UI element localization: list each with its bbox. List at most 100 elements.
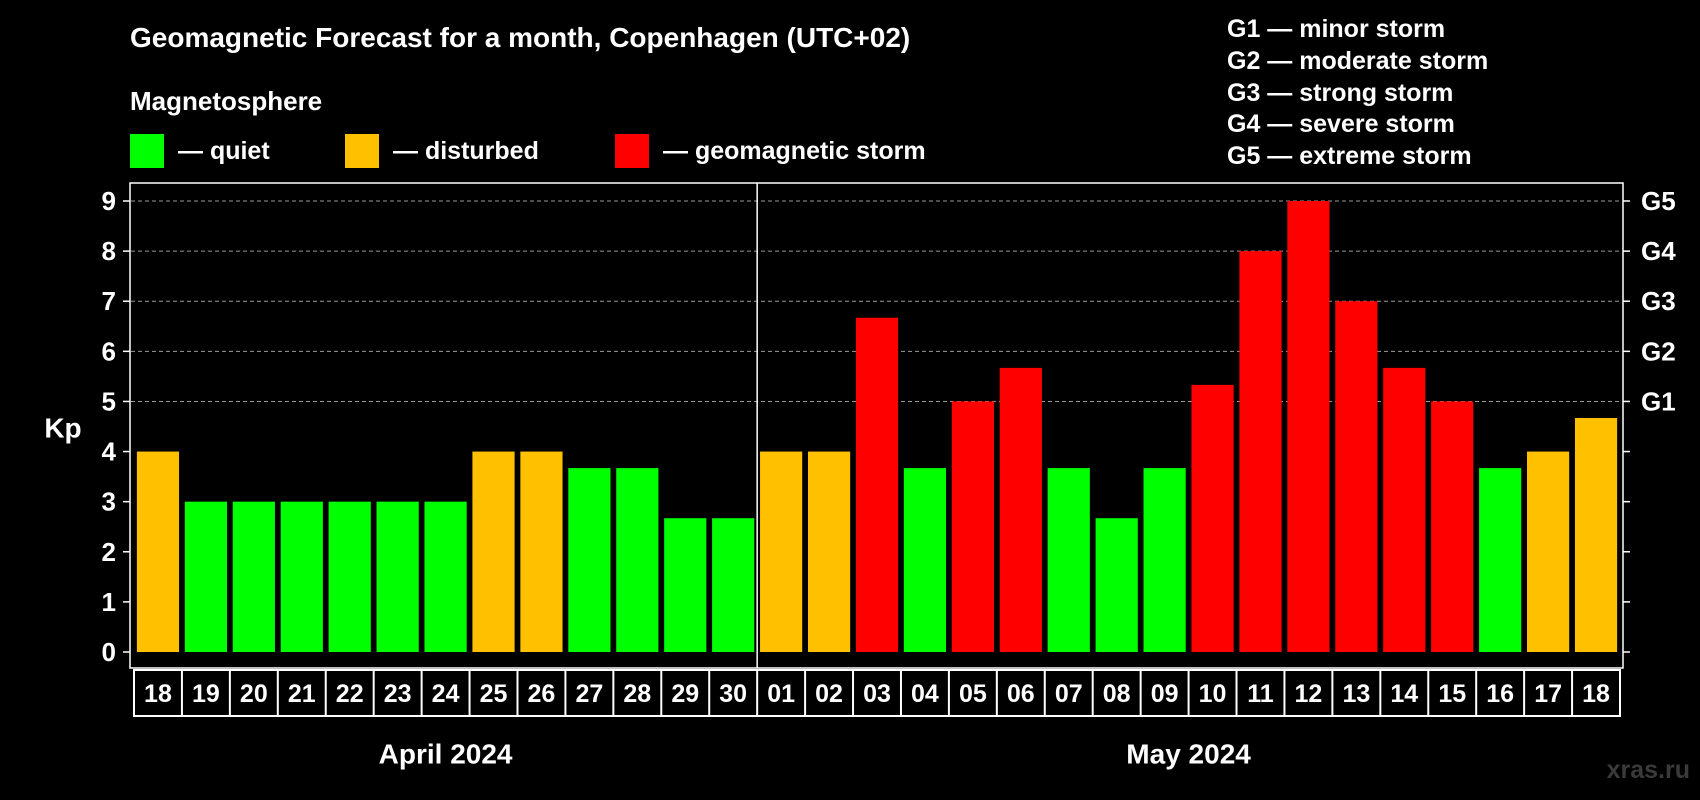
watermark: xras.ru (1606, 756, 1690, 784)
legend-swatch-disturbed (345, 134, 379, 168)
bar-25 (1335, 301, 1378, 652)
bar-22 (1191, 384, 1234, 652)
chart-subtitle: Magnetosphere (130, 86, 323, 116)
legend-quiet: — quiet (130, 134, 270, 168)
y-tick-label-8: 8 (102, 236, 116, 266)
x-tick-label-14: 02 (815, 680, 843, 708)
x-tick-label-27: 15 (1438, 680, 1466, 708)
bar-12 (712, 518, 755, 652)
y-tick-label-0: 0 (102, 637, 116, 667)
x-tick-label-0: 18 (144, 680, 172, 708)
bar-8 (520, 451, 563, 652)
right-axis-label-g1: G1 (1641, 386, 1676, 416)
x-tick-label-3: 21 (288, 680, 316, 708)
bar-10 (616, 468, 659, 652)
storm-level-g4: G4 — severe storm (1227, 110, 1455, 139)
bar-18 (999, 367, 1042, 652)
y-tick-label-9: 9 (102, 186, 116, 216)
legend-storm: — geomagnetic storm (615, 134, 926, 168)
bar-30 (1574, 417, 1618, 652)
x-tick-label-6: 24 (432, 680, 460, 708)
x-tick-label-17: 05 (959, 680, 987, 708)
storm-level-g1: G1 — minor storm (1227, 15, 1446, 43)
storm-level-g5: G5 — extreme storm (1227, 142, 1472, 171)
bar-2 (232, 501, 275, 652)
x-tick-label-1: 19 (192, 680, 220, 708)
x-tick-label-2: 20 (240, 680, 268, 708)
bar-27 (1431, 401, 1474, 652)
storm-level-g3: G3 — strong storm (1227, 78, 1454, 107)
y-axis-label: Kp (44, 413, 81, 444)
bar-23 (1239, 251, 1282, 652)
bar-21 (1143, 468, 1186, 652)
plot-frame (129, 182, 1624, 669)
x-tick-label-20: 08 (1103, 680, 1131, 708)
y-tick-label-7: 7 (102, 286, 116, 316)
storm-level-g2: G2 — moderate storm (1227, 46, 1489, 75)
x-tick-label-25: 13 (1342, 680, 1370, 708)
x-tick-label-15: 03 (863, 680, 891, 708)
x-tick-label-24: 12 (1295, 680, 1323, 708)
x-tick-label-26: 14 (1390, 680, 1418, 708)
legend-disturbed: — disturbed (345, 134, 539, 168)
x-tick-label-23: 11 (1247, 680, 1274, 708)
x-tick-label-9: 27 (575, 680, 603, 708)
legend-label-quiet: — quiet (178, 136, 270, 165)
right-axis-label-g3: G3 (1641, 286, 1676, 316)
x-tick-label-7: 25 (480, 680, 508, 708)
x-tick-label-19: 07 (1055, 680, 1083, 708)
x-tick-label-28: 16 (1486, 680, 1514, 708)
y-tick-label-4: 4 (102, 437, 117, 467)
bar-20 (1095, 518, 1138, 652)
bar-6 (424, 501, 467, 652)
bar-7 (472, 451, 515, 652)
x-tick-label-8: 26 (528, 680, 556, 708)
bar-17 (951, 401, 994, 652)
right-axis-label-g4: G4 (1641, 236, 1676, 266)
x-tick-label-22: 10 (1199, 680, 1227, 708)
bar-4 (328, 501, 371, 652)
day-label-frame (133, 669, 1621, 717)
right-axis-label-g2: G2 (1641, 336, 1676, 366)
bar-19 (1047, 468, 1090, 652)
bar-15 (855, 317, 899, 652)
bar-24 (1287, 201, 1330, 652)
x-tick-label-29: 17 (1534, 680, 1562, 708)
bar-0 (136, 451, 180, 652)
chart-title: Geomagnetic Forecast for a month, Copenh… (130, 22, 911, 53)
bar-28 (1479, 468, 1522, 652)
legend-swatch-storm (615, 134, 649, 168)
y-tick-label-6: 6 (102, 336, 116, 366)
y-tick-label-5: 5 (102, 386, 116, 416)
x-tick-label-16: 04 (911, 680, 939, 708)
y-tick-label-3: 3 (102, 487, 116, 517)
right-axis-label-g5: G5 (1641, 186, 1676, 216)
bar-14 (807, 451, 851, 652)
y-tick-label-2: 2 (102, 537, 116, 567)
bar-13 (760, 451, 803, 652)
bar-29 (1527, 451, 1570, 652)
bar-3 (280, 501, 323, 652)
legend-swatch-quiet (130, 134, 164, 168)
bar-5 (376, 501, 419, 652)
x-tick-label-10: 28 (623, 680, 651, 708)
bar-16 (903, 468, 947, 652)
x-tick-label-4: 22 (336, 680, 364, 708)
x-tick-label-5: 23 (384, 680, 412, 708)
bar-26 (1383, 367, 1426, 652)
x-tick-label-13: 01 (767, 680, 795, 708)
bar-9 (568, 468, 611, 652)
bar-11 (664, 518, 707, 652)
x-tick-label-12: 30 (719, 680, 747, 708)
month-label-1: May 2024 (1126, 739, 1251, 770)
y-tick-label-1: 1 (102, 587, 116, 617)
storm-level-list: G1 — minor storm G2 — moderate storm G3 … (1227, 14, 1488, 173)
x-tick-label-30: 18 (1582, 680, 1610, 708)
legend-label-storm: — geomagnetic storm (663, 136, 926, 165)
bar-1 (184, 501, 227, 652)
x-tick-label-11: 29 (671, 680, 699, 708)
x-tick-label-21: 09 (1151, 680, 1179, 708)
month-label-0: April 2024 (379, 739, 513, 770)
x-tick-label-18: 06 (1007, 680, 1035, 708)
